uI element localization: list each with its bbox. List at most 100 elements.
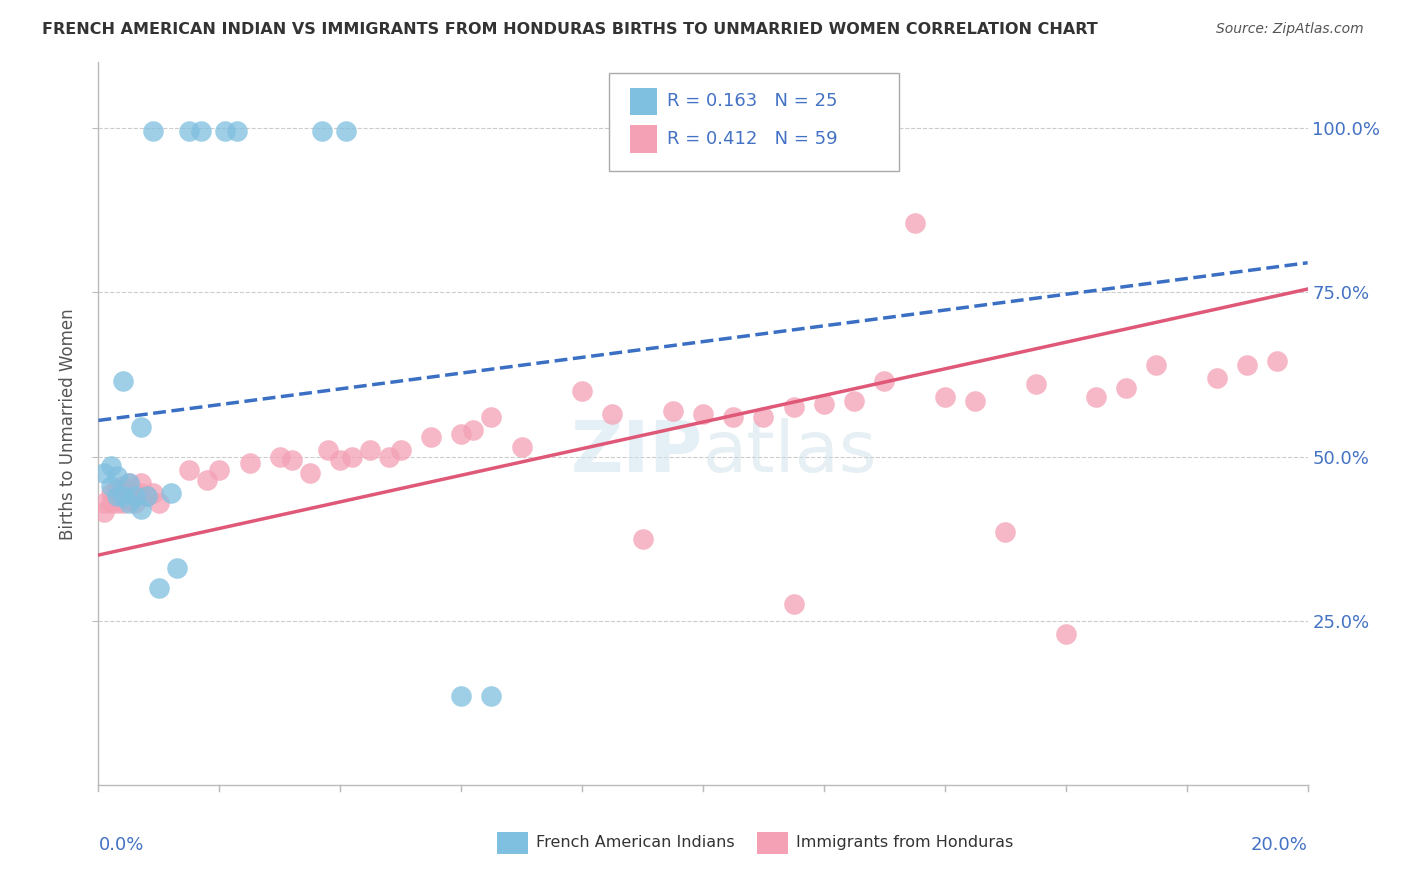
FancyBboxPatch shape bbox=[609, 73, 898, 171]
Point bbox=[661, 403, 683, 417]
Point bbox=[148, 581, 170, 595]
Point bbox=[510, 440, 533, 454]
Point bbox=[311, 124, 333, 138]
Point bbox=[239, 456, 262, 470]
Point bbox=[93, 466, 115, 480]
Point bbox=[111, 489, 134, 503]
Point bbox=[1024, 377, 1046, 392]
Point bbox=[142, 124, 165, 138]
Point bbox=[335, 124, 357, 138]
Point bbox=[135, 489, 157, 503]
Point bbox=[316, 442, 339, 457]
Point bbox=[118, 485, 141, 500]
Bar bbox=[630, 87, 657, 115]
Point bbox=[1206, 370, 1229, 384]
Point bbox=[463, 423, 485, 437]
Point bbox=[342, 450, 364, 464]
Point bbox=[571, 384, 593, 398]
Point bbox=[783, 401, 806, 415]
Point bbox=[450, 426, 472, 441]
Text: R = 0.163   N = 25: R = 0.163 N = 25 bbox=[666, 93, 837, 111]
Point bbox=[631, 532, 654, 546]
Text: Immigrants from Honduras: Immigrants from Honduras bbox=[796, 835, 1014, 850]
Point bbox=[481, 690, 503, 704]
Point bbox=[934, 391, 956, 405]
Point bbox=[904, 216, 927, 230]
Point bbox=[873, 374, 896, 388]
Point bbox=[723, 410, 745, 425]
Point bbox=[281, 453, 304, 467]
Point bbox=[100, 459, 122, 474]
Point bbox=[105, 469, 128, 483]
Point bbox=[179, 124, 201, 138]
Y-axis label: Births to Unmarried Women: Births to Unmarried Women bbox=[59, 308, 77, 540]
Point bbox=[1054, 627, 1077, 641]
Point bbox=[129, 420, 152, 434]
Point bbox=[148, 495, 170, 509]
Point bbox=[179, 463, 201, 477]
Point bbox=[1115, 380, 1137, 394]
Point bbox=[111, 479, 134, 493]
Point bbox=[93, 505, 115, 519]
Point bbox=[129, 485, 152, 500]
Point bbox=[360, 442, 382, 457]
Point bbox=[752, 410, 775, 425]
Point bbox=[389, 442, 412, 457]
Point bbox=[166, 561, 188, 575]
Bar bbox=[630, 125, 657, 153]
Point bbox=[160, 485, 183, 500]
Point bbox=[190, 124, 212, 138]
Bar bbox=[498, 832, 527, 854]
Bar bbox=[758, 832, 787, 854]
Point bbox=[93, 495, 115, 509]
Point bbox=[118, 475, 141, 490]
Text: atlas: atlas bbox=[703, 418, 877, 487]
Point bbox=[142, 485, 165, 500]
Point bbox=[783, 598, 806, 612]
Point bbox=[129, 502, 152, 516]
Point bbox=[111, 374, 134, 388]
Text: 20.0%: 20.0% bbox=[1251, 836, 1308, 854]
Text: Source: ZipAtlas.com: Source: ZipAtlas.com bbox=[1216, 22, 1364, 37]
Point bbox=[214, 124, 236, 138]
Point bbox=[994, 524, 1017, 539]
Point bbox=[111, 495, 134, 509]
Point bbox=[105, 495, 128, 509]
Point bbox=[965, 393, 987, 408]
Point bbox=[329, 453, 352, 467]
Point bbox=[1144, 358, 1167, 372]
Point bbox=[269, 450, 291, 464]
Point bbox=[124, 485, 146, 500]
Point bbox=[1236, 358, 1258, 372]
Point bbox=[377, 450, 399, 464]
Point bbox=[481, 410, 503, 425]
Text: ZIP: ZIP bbox=[571, 418, 703, 487]
Point bbox=[105, 489, 128, 503]
Text: R = 0.412   N = 59: R = 0.412 N = 59 bbox=[666, 130, 838, 148]
Point bbox=[135, 489, 157, 503]
Point bbox=[1085, 391, 1108, 405]
Text: FRENCH AMERICAN INDIAN VS IMMIGRANTS FROM HONDURAS BIRTHS TO UNMARRIED WOMEN COR: FRENCH AMERICAN INDIAN VS IMMIGRANTS FRO… bbox=[42, 22, 1098, 37]
Point bbox=[450, 690, 472, 704]
Point bbox=[1267, 354, 1289, 368]
Point bbox=[100, 485, 122, 500]
Point bbox=[124, 489, 146, 503]
Point bbox=[100, 479, 122, 493]
Point bbox=[813, 397, 835, 411]
Point bbox=[692, 407, 714, 421]
Text: 0.0%: 0.0% bbox=[98, 836, 143, 854]
Text: French American Indians: French American Indians bbox=[536, 835, 735, 850]
Point bbox=[208, 463, 231, 477]
Point bbox=[195, 473, 218, 487]
Point bbox=[226, 124, 249, 138]
Point bbox=[118, 475, 141, 490]
Point bbox=[100, 495, 122, 509]
Point bbox=[602, 407, 624, 421]
Point bbox=[844, 393, 866, 408]
Point bbox=[105, 483, 128, 497]
Point bbox=[129, 475, 152, 490]
Point bbox=[420, 430, 443, 444]
Point bbox=[299, 466, 322, 480]
Point bbox=[118, 495, 141, 509]
Point bbox=[124, 495, 146, 509]
